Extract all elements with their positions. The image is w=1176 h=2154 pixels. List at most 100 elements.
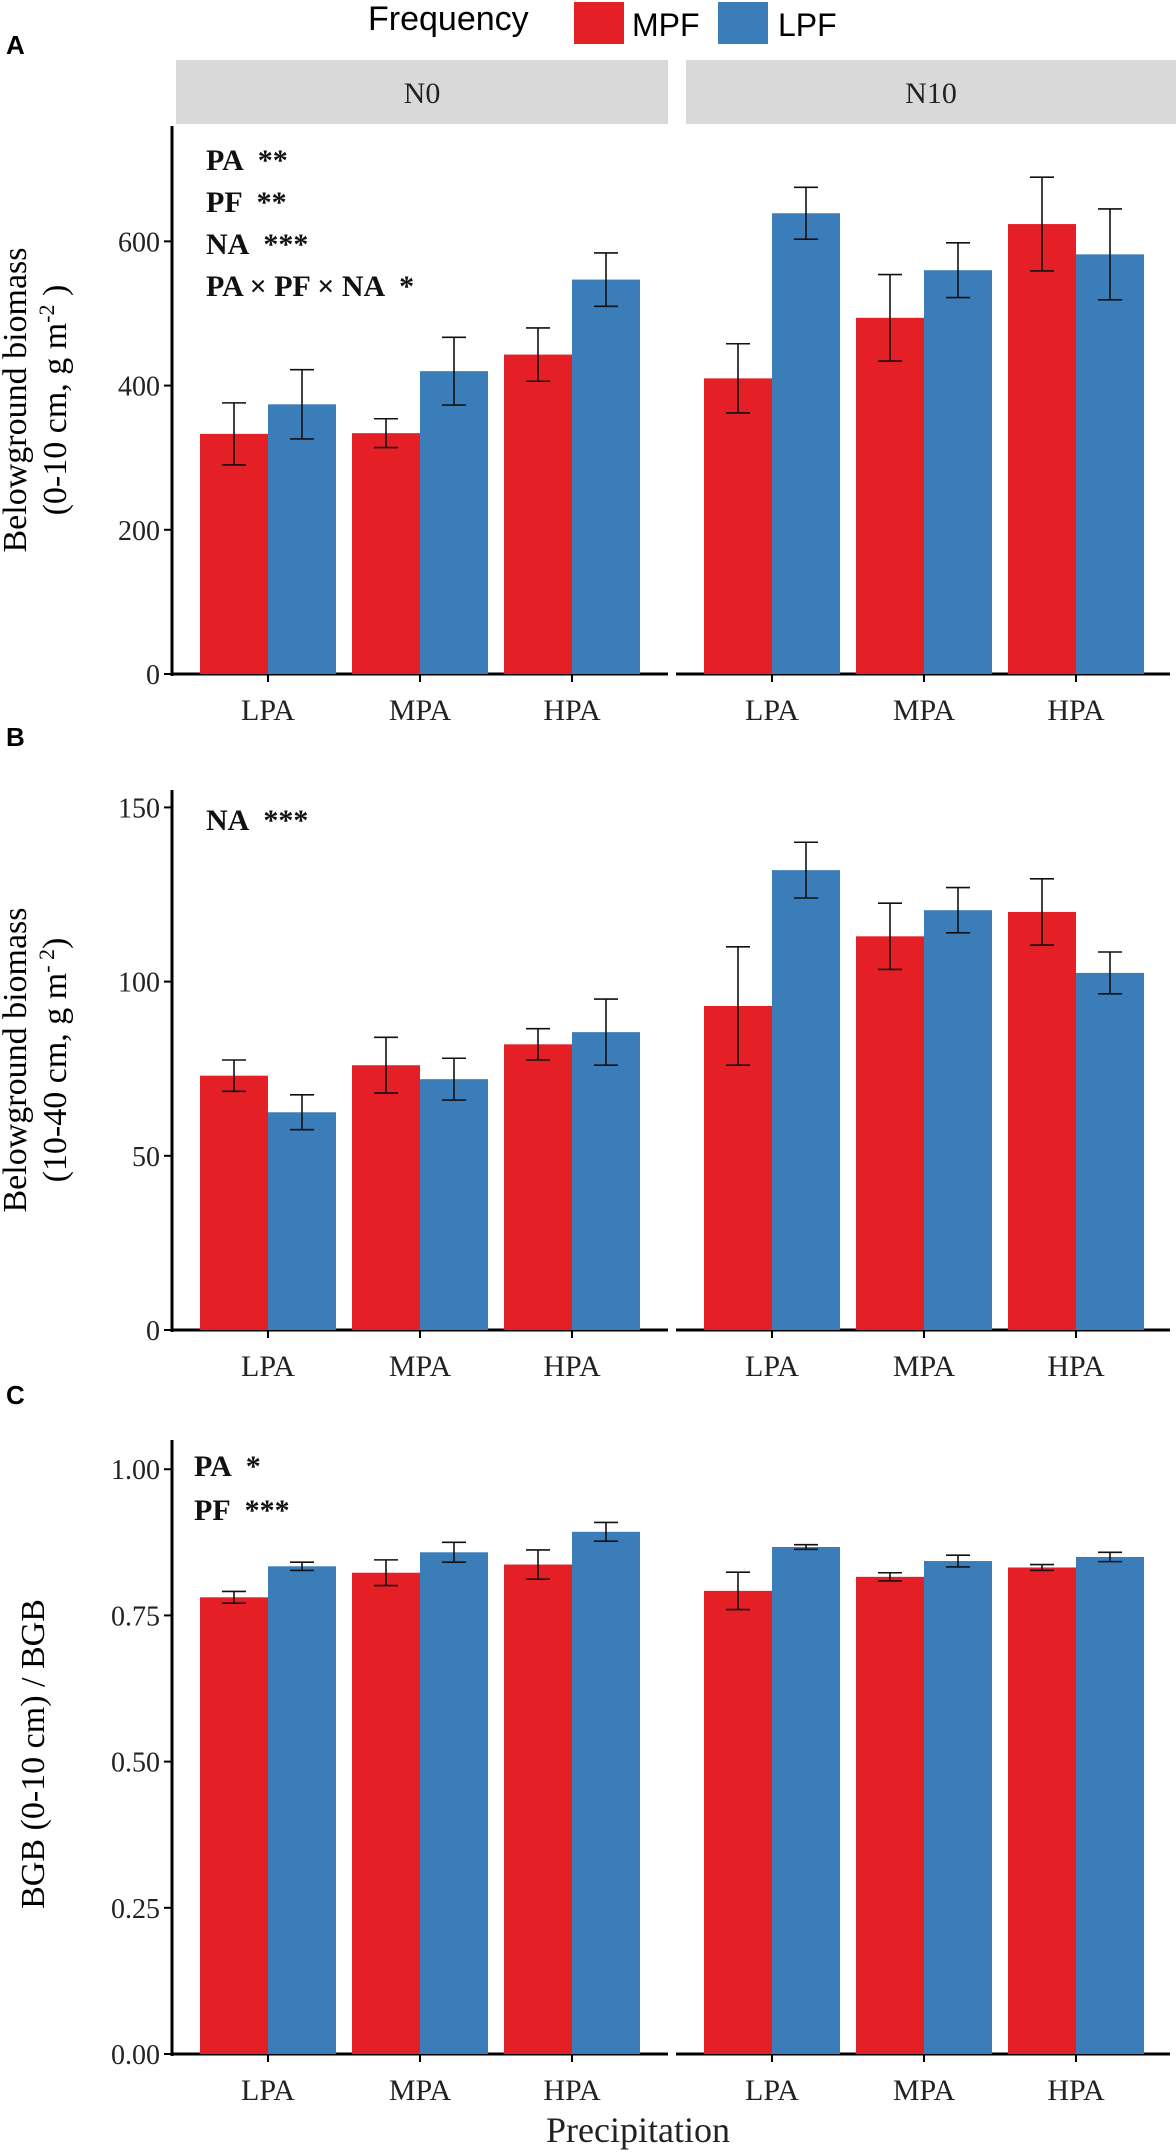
x-tick-label-hpa: HPA xyxy=(543,694,601,727)
bar-lpf-hpa-n0 xyxy=(572,1032,640,1330)
annotation-term: PA xyxy=(194,1450,232,1483)
panel-label-b: B xyxy=(6,722,25,752)
x-axis-title: Precipitation xyxy=(546,2110,730,2150)
x-tick-label-mpa: MPA xyxy=(893,1350,956,1383)
y-tick-label: 0.25 xyxy=(111,1894,160,1925)
annotation-term: NA xyxy=(206,804,250,837)
panel-label-c: C xyxy=(6,1380,25,1410)
annotation-stars: *** xyxy=(245,1494,290,1527)
y-tick-label: 0 xyxy=(146,1316,160,1347)
legend-swatch-lpf xyxy=(718,2,768,44)
bar-lpf-mpa-n0 xyxy=(420,1079,488,1330)
bar-lpf-lpa-n10 xyxy=(772,870,840,1330)
legend-swatch-mpf xyxy=(574,2,624,44)
y-tick-label: 100 xyxy=(118,968,160,999)
bar-lpf-lpa-n0 xyxy=(268,404,336,674)
x-tick-label-mpa: MPA xyxy=(893,694,956,727)
bar-lpf-hpa-n10 xyxy=(1076,1556,1144,2054)
annotation-term: NA xyxy=(206,228,250,261)
bar-mpf-hpa-n0 xyxy=(504,1564,572,2054)
y-tick-label: 600 xyxy=(118,227,160,258)
y-axis-label-line2: (0-10 cm, g m xyxy=(37,323,74,516)
annotation-term: PF xyxy=(194,1494,231,1527)
annotation-term: PA xyxy=(206,144,244,177)
significance-annotation: PA * xyxy=(194,1450,261,1483)
bar-lpf-mpa-n0 xyxy=(420,1552,488,2054)
y-axis-label-line2: (10-40 cm, g m xyxy=(37,973,74,1183)
bar-mpf-mpa-n0 xyxy=(352,1065,420,1330)
x-tick-label-hpa: HPA xyxy=(543,2074,601,2107)
bar-mpf-hpa-n10 xyxy=(1008,224,1076,674)
y-axis-label-tail: ) xyxy=(37,285,74,305)
annotation-stars: ** xyxy=(258,144,288,177)
bar-mpf-lpa-n0 xyxy=(200,1075,268,1330)
x-tick-label-lpa: LPA xyxy=(745,2074,799,2107)
y-tick-label: 0 xyxy=(146,660,160,691)
y-tick-label: 50 xyxy=(132,1142,160,1173)
facet-label-n10: N10 xyxy=(905,77,957,110)
y-tick-label: 0.00 xyxy=(111,2040,160,2071)
significance-annotation: NA *** xyxy=(206,228,308,261)
bar-mpf-lpa-n0 xyxy=(200,1597,268,2054)
significance-annotation: PF ** xyxy=(206,186,287,219)
y-tick-label: 200 xyxy=(118,516,160,547)
y-tick-label: 0.50 xyxy=(111,1748,160,1779)
bar-lpf-lpa-n0 xyxy=(268,1112,336,1330)
x-tick-label-hpa: HPA xyxy=(1047,1350,1105,1383)
legend-label-mpf: MPF xyxy=(632,7,700,43)
bar-mpf-mpa-n0 xyxy=(352,1572,420,2054)
bar-lpf-mpa-n10 xyxy=(924,270,992,674)
bar-mpf-mpa-n10 xyxy=(856,936,924,1330)
bar-mpf-hpa-n10 xyxy=(1008,911,1076,1330)
bar-lpf-hpa-n10 xyxy=(1076,254,1144,675)
bar-mpf-mpa-n0 xyxy=(352,433,420,674)
y-axis-label-line1: Belowground biomass xyxy=(0,247,34,552)
significance-annotation: NA *** xyxy=(206,804,308,837)
annotation-stars: *** xyxy=(263,804,308,837)
annotation-stars: ** xyxy=(257,186,287,219)
bar-mpf-lpa-n10 xyxy=(704,1590,772,2054)
bar-lpf-hpa-n0 xyxy=(572,1531,640,2054)
legend-label-lpf: LPF xyxy=(778,7,837,43)
significance-annotation: PA × PF × NA * xyxy=(206,270,414,303)
y-axis-label-line1: Belowground biomass xyxy=(0,907,34,1212)
bar-lpf-lpa-n10 xyxy=(772,213,840,674)
significance-annotation: PF *** xyxy=(194,1494,290,1527)
x-tick-label-mpa: MPA xyxy=(389,1350,452,1383)
x-tick-label-mpa: MPA xyxy=(389,2074,452,2107)
facet-label-n0: N0 xyxy=(404,77,441,110)
bar-mpf-hpa-n0 xyxy=(504,354,572,674)
bar-mpf-hpa-n10 xyxy=(1008,1567,1076,2054)
y-axis-label-b: Belowground biomass(10-40 cm, g m- 2) xyxy=(0,907,74,1212)
facet-strip-n0 xyxy=(176,60,668,124)
x-tick-label-lpa: LPA xyxy=(241,694,295,727)
y-tick-label: 150 xyxy=(118,793,160,824)
annotation-term: PA × PF × NA xyxy=(206,270,386,303)
annotation-stars: *** xyxy=(263,228,308,261)
x-tick-label-lpa: LPA xyxy=(241,2074,295,2107)
bar-mpf-lpa-n10 xyxy=(704,378,772,674)
y-axis-label-c: BGB (0-10 cm) / BGB xyxy=(15,1599,52,1909)
bar-mpf-mpa-n10 xyxy=(856,1576,924,2054)
facet-strip-n10 xyxy=(686,60,1176,124)
x-tick-label-hpa: HPA xyxy=(543,1350,601,1383)
x-tick-label-lpa: LPA xyxy=(241,1350,295,1383)
x-tick-label-mpa: MPA xyxy=(893,2074,956,2107)
legend-title: Frequency xyxy=(368,0,529,38)
bar-lpf-lpa-n0 xyxy=(268,1566,336,2054)
y-tick-label: 400 xyxy=(118,372,160,403)
bar-lpf-mpa-n10 xyxy=(924,1561,992,2054)
x-tick-label-hpa: HPA xyxy=(1047,2074,1105,2107)
bar-lpf-hpa-n0 xyxy=(572,279,640,674)
y-axis-label-line1: BGB (0-10 cm) / BGB xyxy=(15,1599,52,1909)
panel-label-a: A xyxy=(6,30,25,60)
annotation-term: PF xyxy=(206,186,243,219)
bar-mpf-mpa-n10 xyxy=(856,317,924,674)
y-axis-label-a: Belowground biomass(0-10 cm, g m-2 ) xyxy=(0,247,74,552)
bar-lpf-hpa-n10 xyxy=(1076,972,1144,1330)
x-tick-label-lpa: LPA xyxy=(745,694,799,727)
significance-annotation: PA ** xyxy=(206,144,288,177)
bar-lpf-mpa-n10 xyxy=(924,910,992,1330)
y-axis-label-superscript: - 2 xyxy=(34,949,59,973)
